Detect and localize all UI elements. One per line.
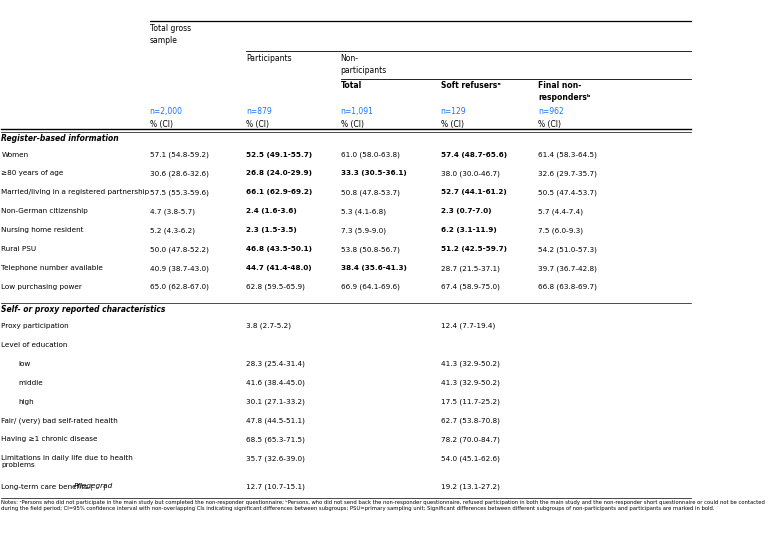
Text: Limitations in daily life due to health
problems: Limitations in daily life due to health … (2, 455, 133, 468)
Text: 68.5 (65.3-71.5): 68.5 (65.3-71.5) (247, 437, 305, 443)
Text: 54.2 (51.0-57.3): 54.2 (51.0-57.3) (538, 246, 597, 253)
Text: 38.0 (30.0-46.7): 38.0 (30.0-46.7) (441, 170, 500, 177)
Text: 50.5 (47.4-53.7): 50.5 (47.4-53.7) (538, 190, 597, 196)
Text: 5.2 (4.3-6.2): 5.2 (4.3-6.2) (150, 227, 194, 234)
Text: 47.8 (44.5-51.1): 47.8 (44.5-51.1) (247, 418, 305, 424)
Text: ): ) (103, 483, 105, 490)
Text: 52.7 (44.1-61.2): 52.7 (44.1-61.2) (441, 190, 506, 196)
Text: 19.2 (13.1-27.2): 19.2 (13.1-27.2) (441, 483, 500, 490)
Text: 52.5 (49.1-55.7): 52.5 (49.1-55.7) (247, 151, 313, 158)
Text: 57.4 (48.7-65.6): 57.4 (48.7-65.6) (441, 151, 507, 158)
Text: 61.4 (58.3-64.5): 61.4 (58.3-64.5) (538, 151, 597, 158)
Text: high: high (18, 399, 35, 405)
Text: 7.3 (5.9-9.0): 7.3 (5.9-9.0) (341, 227, 386, 234)
Text: Soft refusersᵃ: Soft refusersᵃ (441, 81, 501, 90)
Text: 62.8 (59.5-65.9): 62.8 (59.5-65.9) (247, 284, 305, 291)
Text: n=129: n=129 (441, 107, 466, 116)
Text: 12.7 (10.7-15.1): 12.7 (10.7-15.1) (247, 483, 305, 490)
Text: % (CI): % (CI) (341, 120, 364, 129)
Text: 78.2 (70.0-84.7): 78.2 (70.0-84.7) (441, 437, 500, 443)
Text: 65.0 (62.8-67.0): 65.0 (62.8-67.0) (150, 284, 209, 291)
Text: 35.7 (32.6-39.0): 35.7 (32.6-39.0) (247, 455, 305, 462)
Text: 61.0 (58.0-63.8): 61.0 (58.0-63.8) (341, 151, 399, 158)
Text: % (CI): % (CI) (538, 120, 561, 129)
Text: Level of education: Level of education (2, 342, 68, 348)
Text: sample: sample (150, 36, 177, 45)
Text: 41.3 (32.9-50.2): 41.3 (32.9-50.2) (441, 380, 500, 386)
Text: 57.1 (54.8-59.2): 57.1 (54.8-59.2) (150, 151, 209, 158)
Text: participants: participants (341, 66, 387, 75)
Text: 38.4 (35.6-41.3): 38.4 (35.6-41.3) (341, 265, 406, 271)
Text: 28.3 (25.4-31.4): 28.3 (25.4-31.4) (247, 361, 305, 367)
Text: 2.3 (0.7-7.0): 2.3 (0.7-7.0) (441, 209, 492, 214)
Text: 33.3 (30.5-36.1): 33.3 (30.5-36.1) (341, 170, 406, 177)
Text: 4.7 (3.8-5.7): 4.7 (3.8-5.7) (150, 209, 194, 215)
Text: 2.3 (1.5-3.5): 2.3 (1.5-3.5) (247, 227, 297, 233)
Text: 41.3 (32.9-50.2): 41.3 (32.9-50.2) (441, 361, 500, 367)
Text: n=962: n=962 (538, 107, 564, 116)
Text: Register-based information: Register-based information (2, 134, 119, 143)
Text: % (CI): % (CI) (247, 120, 270, 129)
Text: respondersᵇ: respondersᵇ (538, 93, 591, 102)
Text: 46.8 (43.5-50.1): 46.8 (43.5-50.1) (247, 246, 313, 252)
Text: low: low (18, 361, 31, 367)
Text: 17.5 (11.7-25.2): 17.5 (11.7-25.2) (441, 399, 500, 405)
Text: Telephone number available: Telephone number available (2, 265, 103, 271)
Text: 66.8 (63.8-69.7): 66.8 (63.8-69.7) (538, 284, 597, 291)
Text: Nursing home resident: Nursing home resident (2, 227, 84, 233)
Text: 30.1 (27.1-33.2): 30.1 (27.1-33.2) (247, 399, 305, 405)
Text: n=1,091: n=1,091 (341, 107, 373, 116)
Text: 57.5 (55.3-59.6): 57.5 (55.3-59.6) (150, 190, 209, 196)
Text: 54.0 (45.1-62.6): 54.0 (45.1-62.6) (441, 455, 500, 462)
Text: 44.7 (41.4-48.0): 44.7 (41.4-48.0) (247, 265, 312, 271)
Text: 3.8 (2.7-5.2): 3.8 (2.7-5.2) (247, 323, 291, 329)
Text: Non-German citizenship: Non-German citizenship (2, 209, 88, 214)
Text: 40.9 (38.7-43.0): 40.9 (38.7-43.0) (150, 265, 209, 272)
Text: ≥80 years of age: ≥80 years of age (2, 170, 64, 177)
Text: middle: middle (18, 380, 43, 386)
Text: 66.9 (64.1-69.6): 66.9 (64.1-69.6) (341, 284, 399, 291)
Text: 41.6 (38.4-45.0): 41.6 (38.4-45.0) (247, 380, 305, 386)
Text: 28.7 (21.5-37.1): 28.7 (21.5-37.1) (441, 265, 500, 272)
Text: 51.2 (42.5-59.7): 51.2 (42.5-59.7) (441, 246, 507, 252)
Text: Participants: Participants (247, 54, 292, 63)
Text: Notes: ᵃPersons who did not participate in the main study but completed the non-: Notes: ᵃPersons who did not participate … (2, 500, 765, 510)
Text: Long-term care benefits (: Long-term care benefits ( (2, 483, 93, 490)
Text: % (CI): % (CI) (150, 120, 173, 129)
Text: 5.7 (4.4-7.4): 5.7 (4.4-7.4) (538, 209, 583, 215)
Text: 50.8 (47.8-53.7): 50.8 (47.8-53.7) (341, 190, 399, 196)
Text: 50.0 (47.8-52.2): 50.0 (47.8-52.2) (150, 246, 209, 253)
Text: 32.6 (29.7-35.7): 32.6 (29.7-35.7) (538, 170, 597, 177)
Text: 12.4 (7.7-19.4): 12.4 (7.7-19.4) (441, 323, 495, 329)
Text: 6.2 (3.1-11.9): 6.2 (3.1-11.9) (441, 227, 496, 233)
Text: 62.7 (53.8-70.8): 62.7 (53.8-70.8) (441, 418, 500, 424)
Text: 7.5 (6.0-9.3): 7.5 (6.0-9.3) (538, 227, 583, 234)
Text: 30.6 (28.6-32.6): 30.6 (28.6-32.6) (150, 170, 209, 177)
Text: 2.4 (1.6-3.6): 2.4 (1.6-3.6) (247, 209, 297, 214)
Text: Total gross: Total gross (150, 23, 190, 32)
Text: Rural PSU: Rural PSU (2, 246, 37, 252)
Text: 26.8 (24.0-29.9): 26.8 (24.0-29.9) (247, 170, 313, 177)
Text: 53.8 (50.8-56.7): 53.8 (50.8-56.7) (341, 246, 399, 253)
Text: Having ≥1 chronic disease: Having ≥1 chronic disease (2, 437, 98, 442)
Text: n=879: n=879 (247, 107, 272, 116)
Text: n=2,000: n=2,000 (150, 107, 183, 116)
Text: Low purchasing power: Low purchasing power (2, 284, 82, 290)
Text: % (CI): % (CI) (441, 120, 464, 129)
Text: 67.4 (58.9-75.0): 67.4 (58.9-75.0) (441, 284, 500, 291)
Text: Married/living in a registered partnership: Married/living in a registered partnersh… (2, 190, 150, 196)
Text: Self- or proxy reported characteristics: Self- or proxy reported characteristics (2, 305, 166, 314)
Text: Total: Total (341, 81, 362, 90)
Text: Women: Women (2, 151, 28, 158)
Text: Final non-: Final non- (538, 81, 581, 90)
Text: Pflegegrad: Pflegegrad (74, 483, 113, 489)
Text: 5.3 (4.1-6.8): 5.3 (4.1-6.8) (341, 209, 386, 215)
Text: Fair/ (very) bad self-rated health: Fair/ (very) bad self-rated health (2, 418, 118, 424)
Text: Proxy participation: Proxy participation (2, 323, 69, 329)
Text: 66.1 (62.9-69.2): 66.1 (62.9-69.2) (247, 190, 313, 196)
Text: Non-: Non- (341, 54, 359, 63)
Text: 39.7 (36.7-42.8): 39.7 (36.7-42.8) (538, 265, 597, 272)
